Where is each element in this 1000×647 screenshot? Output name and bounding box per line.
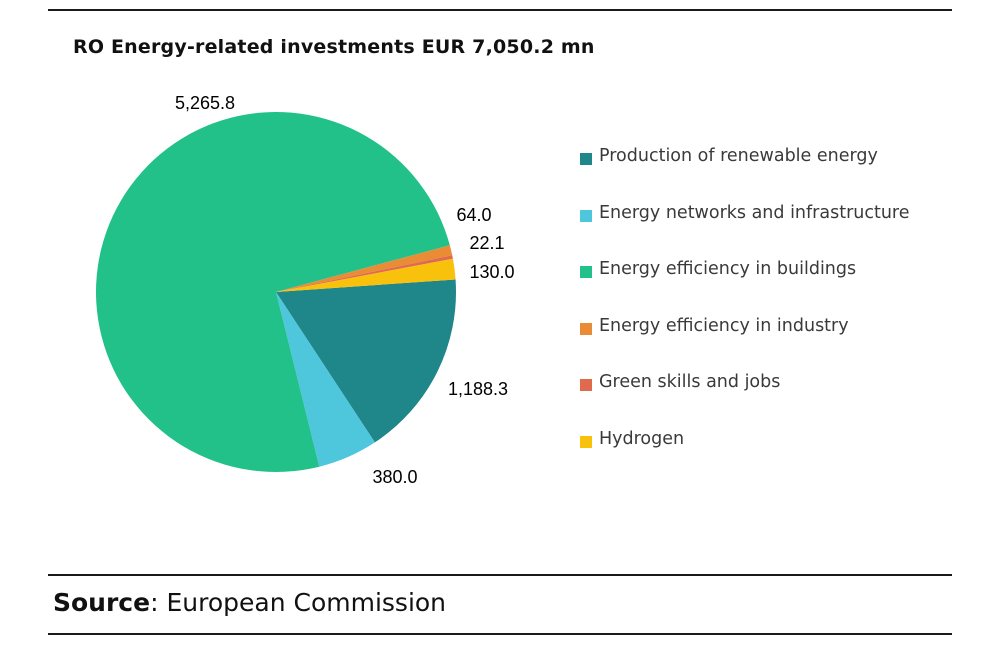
pie-chart: 1,188.3 380.0 5,265.8 64.0 22.1 130.0 (95, 93, 515, 487)
legend-item-hydrogen: Hydrogen (580, 429, 980, 486)
top-rule (48, 9, 952, 11)
source-top-rule (48, 574, 952, 576)
slice-hydrogen (276, 258, 456, 292)
legend-swatch (580, 209, 592, 222)
chart-title: RO Energy-related investments EUR 7,050.… (73, 36, 595, 58)
legend-item-green-skills: Green skills and jobs (580, 372, 980, 429)
label-production-renewable: 1,188.3 (448, 379, 508, 399)
legend-label: Energy networks and infrastructure (599, 202, 910, 223)
legend-label: Energy efficiency in industry (599, 315, 849, 336)
legend-label: Energy efficiency in buildings (599, 259, 857, 280)
label-energy-networks: 380.0 (372, 467, 417, 487)
legend-swatch (580, 322, 592, 335)
label-efficiency-industry: 64.0 (456, 205, 491, 225)
source-line: Source: European Commission (53, 588, 446, 617)
legend-swatch (580, 153, 592, 165)
legend-swatch (580, 435, 592, 448)
slice-energy-networks (276, 292, 375, 467)
slice-efficiency-buildings (95, 111, 450, 472)
label-hydrogen: 130.0 (469, 262, 514, 282)
legend: Production of renewable energy Energy ne… (580, 146, 980, 486)
legend-label: Green skills and jobs (599, 372, 781, 393)
legend-label: Hydrogen (599, 428, 685, 449)
legend-swatch (580, 266, 592, 279)
slice-efficiency-industry (276, 245, 453, 292)
legend-swatch (580, 379, 592, 392)
legend-item-efficiency-buildings: Energy efficiency in buildings (580, 259, 980, 316)
legend-item-production-renewable: Production of renewable energy (580, 146, 980, 203)
source-text: : European Commission (150, 588, 447, 617)
source-key: Source (53, 588, 151, 617)
label-green-skills: 22.1 (469, 233, 504, 253)
legend-item-energy-networks: Energy networks and infrastructure (580, 203, 980, 260)
legend-label: Production of renewable energy (599, 146, 878, 166)
label-efficiency-buildings: 5,265.8 (175, 93, 235, 113)
slice-production-renewable (276, 279, 456, 443)
slice-green-skills (276, 255, 453, 292)
legend-item-efficiency-industry: Energy efficiency in industry (580, 316, 980, 373)
source-bottom-rule (48, 633, 952, 635)
